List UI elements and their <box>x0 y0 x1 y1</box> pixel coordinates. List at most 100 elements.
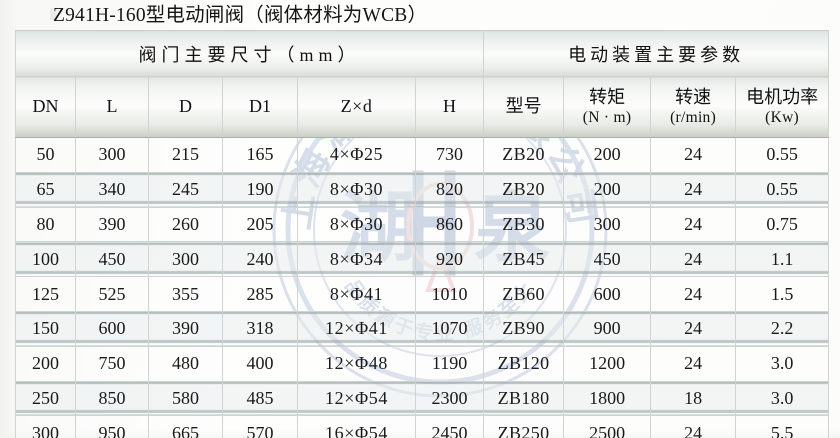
cell-d: 390 <box>148 310 223 347</box>
cell-h: 2450 <box>414 415 485 438</box>
cell-d: 480 <box>148 345 223 382</box>
cell-power: 0.55 <box>735 171 830 208</box>
column-header-d: D <box>148 76 223 138</box>
cell-power: 2.2 <box>735 310 830 347</box>
table-column-header-row: DN L D D1 Z×d H <box>15 76 830 138</box>
cell-d: 260 <box>148 206 223 243</box>
table-row: 125 525 355 285 8×Φ41 1010 ZB60 600 24 1.5 <box>15 276 830 312</box>
cell-zxd: 4×Φ25 <box>297 137 416 173</box>
cell-zxd: 12×Φ54 <box>297 380 416 417</box>
column-header-torque-label: 转矩 <box>589 86 626 107</box>
cell-d1: 240 <box>222 241 298 278</box>
cell-d1: 285 <box>222 276 298 312</box>
cell-torque: 300 <box>563 206 652 243</box>
cell-model: ZB60 <box>483 276 565 312</box>
cell-torque: 1800 <box>563 380 652 417</box>
cell-d: 300 <box>148 241 223 278</box>
cell-model: ZB20 <box>483 137 565 173</box>
page-title: Z941H-160型电动闸阀（阀体材料为WCB） <box>53 5 428 26</box>
cell-h: 860 <box>414 206 485 243</box>
cell-speed: 24 <box>650 206 737 243</box>
cell-model: ZB120 <box>483 345 565 382</box>
cell-l: 390 <box>75 206 149 243</box>
table-row: 100 450 300 240 8×Φ34 920 ZB45 450 24 1.1 <box>15 241 830 278</box>
cell-speed: 24 <box>650 310 737 347</box>
cell-d1: 570 <box>222 415 298 438</box>
cell-power: 5.5 <box>735 415 830 438</box>
cell-torque: 200 <box>563 137 652 173</box>
cell-speed: 24 <box>650 345 737 382</box>
cell-d: 245 <box>148 171 223 208</box>
cell-model: ZB90 <box>483 310 565 347</box>
column-header-speed-label: 转速 <box>675 86 712 107</box>
cell-dn: 80 <box>15 206 76 243</box>
cell-torque: 2500 <box>563 415 652 438</box>
column-header-power-unit: (Kw) <box>765 108 800 126</box>
table-row: 80 390 260 205 8×Φ30 860 ZB30 300 24 0.75 <box>15 206 830 243</box>
spec-table: 阀门主要尺寸（mm） 电动装置主要参数 DN L D D1 <box>14 30 830 438</box>
cell-d1: 485 <box>222 380 298 417</box>
cell-dn: 50 <box>15 137 76 173</box>
cell-h: 1070 <box>414 310 485 347</box>
cell-power: 1.5 <box>735 276 830 312</box>
cell-dn: 100 <box>15 241 76 278</box>
column-header-model-label: 型号 <box>505 96 542 117</box>
group-header-actuator-params: 电动装置主要参数 <box>483 30 830 77</box>
cell-power: 1.1 <box>735 241 830 278</box>
cell-d1: 190 <box>222 171 298 208</box>
cell-speed: 24 <box>650 276 737 312</box>
cell-dn: 200 <box>15 345 76 382</box>
cell-d1: 318 <box>222 310 298 347</box>
cell-dn: 250 <box>15 380 76 417</box>
column-header-l-label: L <box>106 96 118 117</box>
cell-torque: 450 <box>563 241 652 278</box>
cell-zxd: 8×Φ41 <box>297 276 416 312</box>
cell-speed: 24 <box>650 171 737 208</box>
group-header-valve-dimensions: 阀门主要尺寸（mm） <box>14 30 485 77</box>
cell-d1: 205 <box>222 206 298 243</box>
cell-torque: 200 <box>563 171 652 208</box>
cell-dn: 65 <box>15 171 76 208</box>
cell-l: 950 <box>75 415 149 438</box>
cell-zxd: 12×Φ48 <box>297 345 416 382</box>
cell-model: ZB180 <box>483 380 565 417</box>
column-header-d1-label: D1 <box>249 96 271 117</box>
column-header-dn-label: DN <box>32 96 59 117</box>
cell-d1: 165 <box>222 137 298 173</box>
cell-zxd: 16×Φ54 <box>297 415 416 438</box>
cell-dn: 150 <box>15 310 76 347</box>
cell-h: 2300 <box>414 380 485 417</box>
spec-table-container: 阀门主要尺寸（mm） 电动装置主要参数 DN L D D1 <box>14 30 830 438</box>
cell-h: 820 <box>414 171 485 208</box>
cell-model: ZB20 <box>483 171 565 208</box>
cell-zxd: 8×Φ34 <box>297 241 416 278</box>
cell-d: 355 <box>148 276 223 312</box>
table-row: 300 950 665 570 16×Φ54 2450 ZB250 2500 24 5.5 <box>15 415 830 438</box>
cell-dn: 300 <box>15 415 76 438</box>
column-header-l: L <box>75 76 149 138</box>
column-header-h-label: H <box>443 96 457 117</box>
cell-l: 750 <box>75 345 149 382</box>
cell-d: 215 <box>148 137 223 173</box>
cell-power: 0.75 <box>735 206 830 243</box>
cell-h: 730 <box>414 137 485 173</box>
cell-d: 665 <box>148 415 223 438</box>
column-header-torque: 转矩 (N · m) <box>563 76 652 138</box>
column-header-dn: DN <box>15 76 76 138</box>
table-row: 50 300 215 165 4×Φ25 730 ZB20 200 24 0.55 <box>15 137 830 173</box>
column-header-d1: D1 <box>222 76 298 138</box>
cell-model: ZB250 <box>483 415 565 438</box>
cell-l: 850 <box>75 380 149 417</box>
column-header-d-label: D <box>179 96 192 117</box>
cell-l: 525 <box>75 276 149 312</box>
cell-d1: 400 <box>222 345 298 382</box>
cell-d: 580 <box>148 380 223 417</box>
column-header-speed: 转速 (r/min) <box>650 76 737 138</box>
cell-l: 450 <box>75 241 149 278</box>
cell-dn: 125 <box>15 276 76 312</box>
table-group-header-row: 阀门主要尺寸（mm） 电动装置主要参数 <box>14 30 830 77</box>
column-header-zxd: Z×d <box>297 76 416 138</box>
cell-power: 0.55 <box>735 137 830 173</box>
cell-model: ZB45 <box>483 241 565 278</box>
